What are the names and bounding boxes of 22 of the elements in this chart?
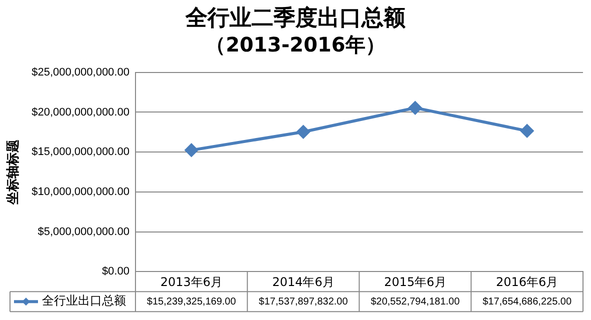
legend-label: 全行业出口总额 xyxy=(42,294,126,308)
y-tick-label: $20,000,000,000.00 xyxy=(32,106,130,118)
data-label: $15,239,325,169.00 xyxy=(146,296,236,308)
y-axis-title: 坐标轴标题 xyxy=(5,140,22,206)
x-tick-label: 2013年6月 xyxy=(160,274,223,289)
y-tick-label: $10,000,000,000.00 xyxy=(32,186,130,198)
data-label: $17,654,686,225.00 xyxy=(482,296,572,308)
x-tick-label: 2014年6月 xyxy=(272,274,334,289)
x-tick-label: 2016年6月 xyxy=(496,274,558,289)
y-tick-label: $25,000,000,000.00 xyxy=(32,66,130,78)
y-tick-label: $5,000,000,000.00 xyxy=(38,226,130,238)
y-tick-label: $15,000,000,000.00 xyxy=(32,146,130,158)
point xyxy=(184,144,198,157)
point xyxy=(408,101,422,114)
point xyxy=(296,125,310,138)
chart-title: 全行业二季度出口总额 xyxy=(184,4,406,31)
chart-subtitle: （2013-2016年） xyxy=(206,32,386,57)
data-label: $17,537,897,832.00 xyxy=(258,296,348,308)
y-tick-label: $0.00 xyxy=(102,266,130,278)
x-tick-label: 2015年6月 xyxy=(384,274,446,289)
point xyxy=(520,124,534,138)
data-label: $20,552,794,181.00 xyxy=(370,296,460,308)
